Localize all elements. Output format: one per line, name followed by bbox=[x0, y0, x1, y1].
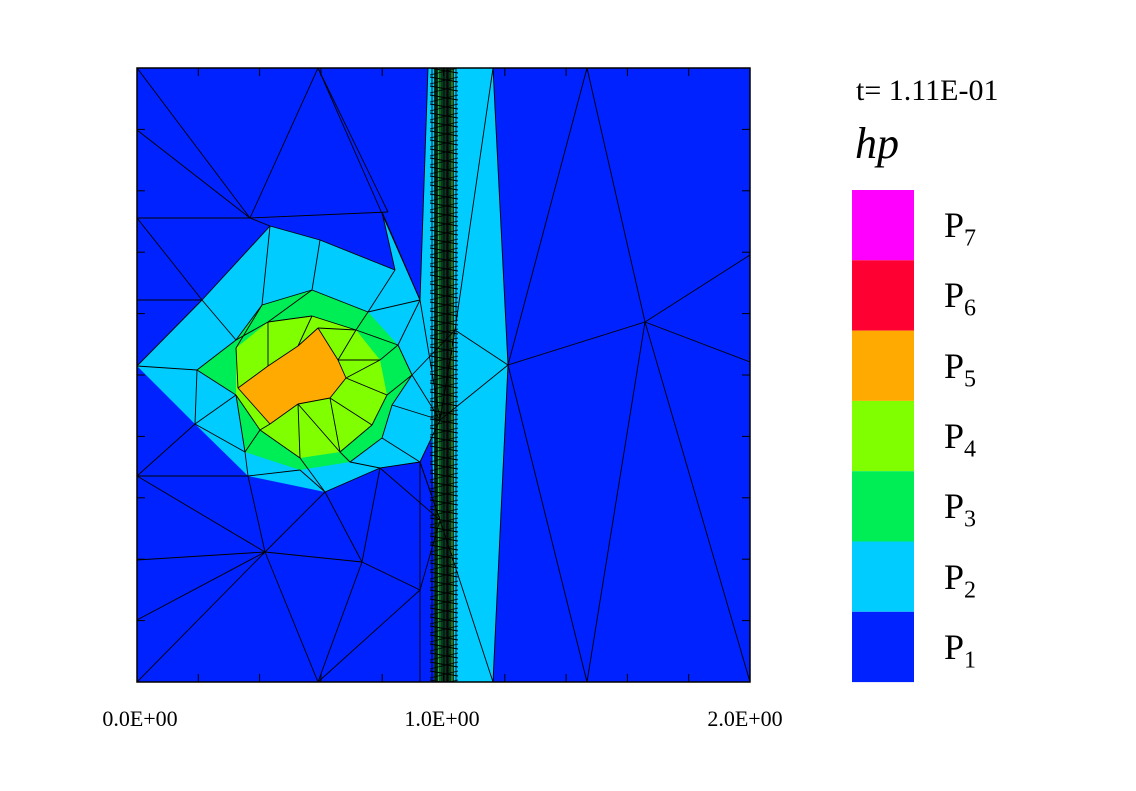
x-tick-label-1: 1.0E+00 bbox=[404, 706, 480, 731]
x-tick-label-2: 2.0E+00 bbox=[707, 706, 783, 731]
legend-label-p1: P1 bbox=[944, 626, 977, 674]
legend-swatch-p5 bbox=[852, 330, 914, 401]
legend-swatches bbox=[852, 190, 914, 683]
x-tick-label-0: 0.0E+00 bbox=[102, 706, 178, 731]
legend-label-p5: P5 bbox=[944, 345, 977, 392]
legend-swatch-p1 bbox=[852, 611, 914, 683]
legend-swatch-p3 bbox=[852, 471, 914, 542]
legend-label-p4: P4 bbox=[944, 415, 977, 463]
legend-label-p6: P6 bbox=[944, 275, 977, 322]
time-label: t= 1.11E-01 bbox=[856, 74, 999, 107]
variable-label: hp bbox=[855, 119, 899, 168]
legend-swatch-p4 bbox=[852, 400, 914, 472]
legend-swatch-p2 bbox=[852, 541, 914, 612]
axis-ticks bbox=[136, 67, 751, 683]
legend-label-p3: P3 bbox=[944, 486, 977, 533]
legend-label-p2: P2 bbox=[944, 556, 977, 603]
legend-label-p7: P7 bbox=[944, 205, 977, 252]
legend-swatch-p7 bbox=[852, 190, 914, 261]
legend-swatch-p6 bbox=[852, 260, 914, 331]
